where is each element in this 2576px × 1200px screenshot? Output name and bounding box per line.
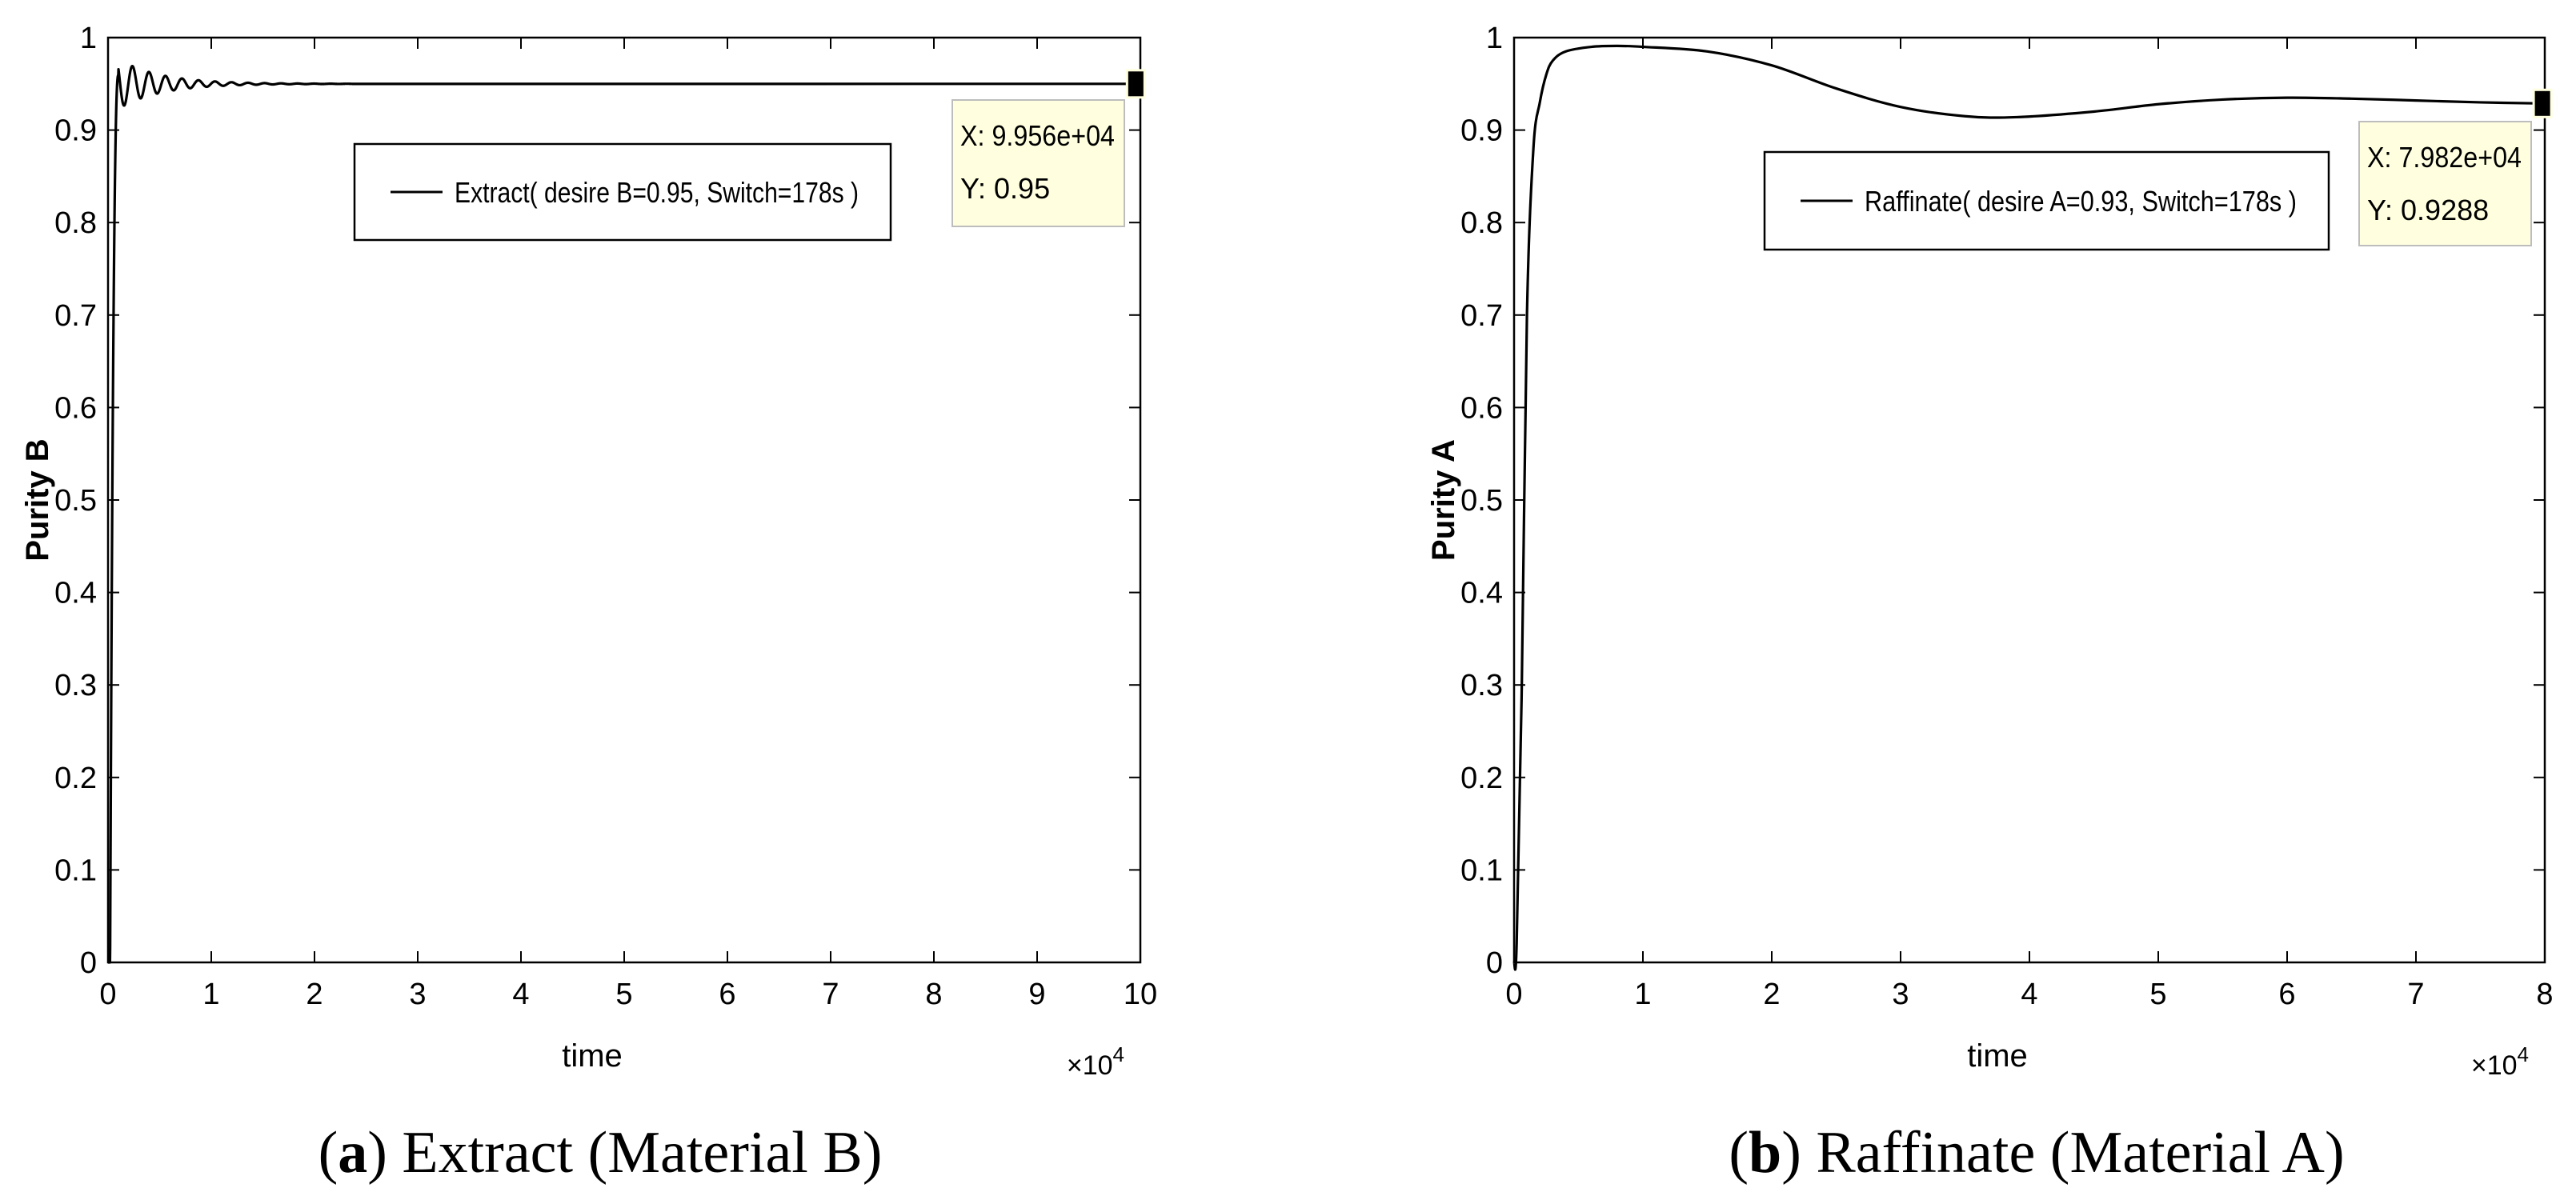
x-axis-label: time [1967,1038,2028,1074]
y-tick-label: 0.3 [54,669,97,702]
x-tick-label: 4 [512,978,529,1011]
series-line-0 [106,65,1136,964]
datatip-box [951,99,1125,227]
caption-text: Raffinate (Material A) [1816,1120,2344,1186]
caption-panel-label: a [338,1120,367,1186]
x-tick-label: 5 [2149,978,2166,1011]
chart-panel-b: 0 1 2 3 4 5 6 7 8 0 0.1 0.2 0.3 0.4 0.5 0.6 0.7 0.8 0.9 1 ti… [1426,22,2554,1186]
y-tick-label: 0.7 [1460,299,1503,333]
y-tick-label: 0.7 [54,299,97,333]
datatip-y-label: Y: 0.9288 [2367,194,2489,226]
y-tick-label: 0.2 [54,762,97,795]
x-tick-label: 6 [2278,978,2295,1011]
x-tick-label: 2 [306,978,323,1011]
x-tick-label: 6 [719,978,735,1011]
datatip-marker [2532,88,2553,118]
y-tick-label: 0.9 [1460,114,1503,148]
x-tick-label: 7 [2407,978,2424,1011]
y-tick-label: 0.6 [54,391,97,425]
y-tick-label: 0.3 [1460,669,1503,702]
datatip-box [2358,121,2532,246]
caption-paren-close: ) [367,1120,402,1186]
panel-caption: (a) Extract (Material B) [318,1120,883,1186]
x-tick-label: 3 [1892,978,1909,1011]
x-tick-label: 10 [1124,978,1157,1011]
datatip-marker [1125,69,1146,99]
x-tick-label: 1 [202,978,219,1011]
caption-paren-open: ( [318,1120,339,1186]
x-tick-label: 5 [615,978,632,1011]
y-tick-label: 0 [1486,946,1503,980]
x-tick-label: 9 [1028,978,1045,1011]
legend-box [1763,150,2330,251]
y-tick-label: 0.1 [1460,854,1503,887]
y-tick-label: 0.4 [54,577,97,610]
x-tick-label: 4 [2021,978,2037,1011]
legend-entry: Raffinate( desire A=0.93, Switch=178s ) [1865,185,2297,218]
y-axis-label: Purity A [1426,439,1461,561]
caption-paren-close: ) [1781,1120,1816,1186]
x-tick-label: 3 [409,978,426,1011]
caption-panel-label: b [1749,1120,1781,1186]
x-exponent-base: ×10 [2471,1050,2518,1081]
y-tick-label: 0.8 [54,206,97,240]
datatip-x-label: X: 9.956e+04 [960,119,1115,152]
y-tick-label: 0.2 [1460,762,1503,795]
y-tick-label: 0.6 [1460,391,1503,425]
series-line-0 [1512,44,2543,971]
y-tick-label: 0.8 [1460,206,1503,240]
x-tick-label: 7 [822,978,839,1011]
y-tick-label: 0.5 [54,484,97,518]
datatip-x-label: X: 7.982e+04 [2367,141,2522,174]
y-tick-label: 1 [1486,22,1503,55]
x-tick-label: 0 [99,978,116,1011]
x-axis-exponent: ×104 [1067,1042,1124,1081]
x-exponent-power: 4 [2518,1042,2529,1066]
caption-paren-open: ( [1729,1120,1749,1186]
caption-text: Extract (Material B) [402,1120,882,1186]
y-tick-label: 0.9 [54,114,97,148]
x-tick-label: 8 [925,978,942,1011]
y-axis-label: Purity B [20,438,55,561]
y-tick-label: 0.5 [1460,484,1503,518]
x-tick-label: 0 [1505,978,1522,1011]
x-axis-exponent: ×104 [2471,1042,2529,1081]
x-tick-label: 1 [1634,978,1651,1011]
x-exponent-power: 4 [1113,1042,1124,1066]
chart-panel-a: 0 1 2 3 4 5 6 7 8 9 10 0 0.1 0.2 0.3 0.4 0.5 0.6 0.7 0.8 0.9… [20,22,1157,1186]
x-tick-label: 8 [2536,978,2553,1011]
y-tick-label: 0 [80,946,97,980]
x-exponent-base: ×10 [1067,1050,1113,1081]
legend-entry: Extract( desire B=0.95, Switch=178s ) [455,176,859,209]
legend-box [353,142,892,242]
x-tick-label: 2 [1763,978,1780,1011]
panel-caption: (b) Raffinate (Material A) [1729,1120,2344,1186]
y-tick-label: 0.4 [1460,577,1503,610]
datatip-y-label: Y: 0.95 [960,172,1050,205]
x-axis-label: time [562,1038,623,1074]
y-tick-label: 1 [80,22,97,55]
y-tick-label: 0.1 [54,854,97,887]
